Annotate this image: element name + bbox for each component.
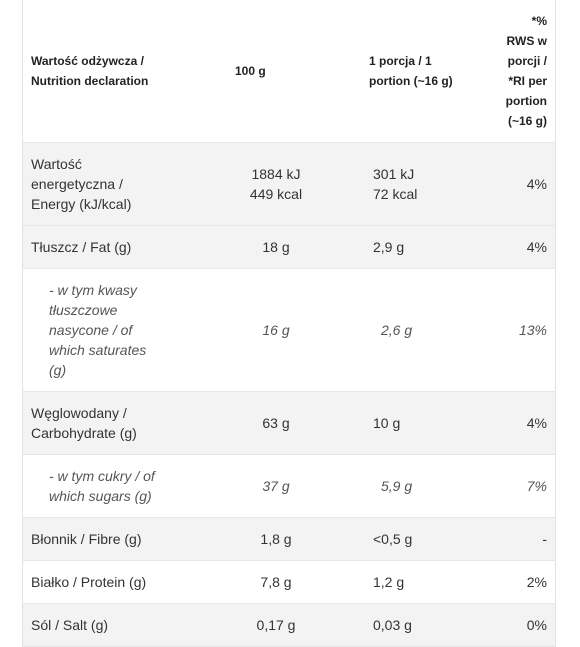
table-cell: *% RWS w porcji / *RI per portion (~16 g) xyxy=(493,0,556,143)
cell-line: - w tym cukry / of xyxy=(49,468,155,484)
table-row: Błonnik / Fibre (g) 1,8 g <0,5 g - xyxy=(22,517,556,561)
cell-line: Wartość odżywcza / xyxy=(31,54,144,68)
cell-line: 63 g xyxy=(262,415,290,431)
cell-line: Nutrition declaration xyxy=(31,74,149,88)
table-row: Węglowodany / Carbohydrate (g) 63 g 10 g 4% xyxy=(22,391,556,455)
cell-line: 100 g xyxy=(235,64,266,78)
page: Wartość odżywcza / Nutrition declaration 1… xyxy=(22,0,556,647)
cell-line: Błonnik / Fibre (g) xyxy=(31,531,142,547)
cell-line: Białko / Protein (g) xyxy=(31,574,147,590)
cell-line: 1 porcja / 1 xyxy=(369,54,432,68)
cell-line: (~16 g) xyxy=(507,114,547,128)
table-cell: Węglowodany / Carbohydrate (g) xyxy=(22,391,205,455)
table-cell: 63 g xyxy=(205,391,347,455)
cell-line: 4% xyxy=(526,415,547,431)
cell-line: 7% xyxy=(526,478,547,494)
cell-line: 13% xyxy=(518,322,547,338)
table-cell: Sól / Salt (g) xyxy=(22,603,205,647)
cell-line: 5,9 g xyxy=(381,478,413,494)
cell-line: 72 kcal xyxy=(373,186,418,202)
cell-line: - xyxy=(542,531,547,547)
cell-line: 4% xyxy=(526,176,547,192)
table-row: - w tym kwasy tłuszczowe nasycone / of whic… xyxy=(22,268,556,392)
cell-line: energetyczna / xyxy=(31,176,123,192)
table-cell: 0,17 g xyxy=(205,603,347,647)
table-cell: 1 porcja / 1 portion (~16 g) xyxy=(347,0,493,143)
cell-line: *RI per portion xyxy=(505,74,547,108)
cell-line: - w tym kwasy xyxy=(49,282,137,298)
table-body: Wartość odżywcza / Nutrition declaration 1… xyxy=(22,0,556,647)
cell-line: which saturates xyxy=(49,342,147,358)
cell-line: Sól / Salt (g) xyxy=(31,617,109,633)
cell-line: 1,8 g xyxy=(260,531,292,547)
cell-line: tłuszczowe xyxy=(49,302,118,318)
table-cell: 13% xyxy=(493,268,556,392)
cell-line: Wartość xyxy=(31,156,82,172)
table-cell: 1884 kJ 449 kcal xyxy=(205,142,347,226)
cell-line: which sugars (g) xyxy=(49,488,152,504)
table-cell: 2,6 g xyxy=(347,268,493,392)
cell-line: Energy (kJ/kcal) xyxy=(31,196,132,212)
table-cell: 18 g xyxy=(205,225,347,269)
table-row: Białko / Protein (g) 7,8 g 1,2 g 2% xyxy=(22,560,556,604)
cell-line: Carbohydrate (g) xyxy=(31,425,137,441)
table-row: Tłuszcz / Fat (g) 18 g 2,9 g 4% xyxy=(22,225,556,269)
cell-line: nasycone / of xyxy=(49,322,133,338)
cell-line: 16 g xyxy=(262,322,290,338)
table-row: - w tym cukry / of which sugars (g) 37 g 5,… xyxy=(22,454,556,518)
cell-line: Węglowodany / xyxy=(31,405,127,421)
nutrition-table: Wartość odżywcza / Nutrition declaration 1… xyxy=(22,0,556,647)
table-row: Wartość energetyczna / Energy (kJ/kcal) 188… xyxy=(22,142,556,226)
cell-line: 2,9 g xyxy=(373,239,405,255)
table-cell: 301 kJ 72 kcal xyxy=(347,142,493,226)
cell-line: 0,17 g xyxy=(256,617,296,633)
table-row: Wartość odżywcza / Nutrition declaration 1… xyxy=(22,0,556,143)
table-cell: 16 g xyxy=(205,268,347,392)
cell-line: 1,2 g xyxy=(373,574,405,590)
cell-line: 1884 kJ xyxy=(251,166,301,182)
cell-line: Tłuszcz / Fat (g) xyxy=(31,239,132,255)
cell-line: 301 kJ xyxy=(373,166,415,182)
cell-line: 2% xyxy=(526,574,547,590)
table-cell: Białko / Protein (g) xyxy=(22,560,205,604)
table-row: Sól / Salt (g) 0,17 g 0,03 g 0% xyxy=(22,603,556,647)
table-cell: - w tym cukry / of which sugars (g) xyxy=(22,454,205,518)
cell-line: 4% xyxy=(526,239,547,255)
table-cell: Wartość odżywcza / Nutrition declaration xyxy=(22,0,205,143)
cell-line: 10 g xyxy=(373,415,401,431)
cell-line: 2,6 g xyxy=(381,322,413,338)
table-cell: 7,8 g xyxy=(205,560,347,604)
cell-line: 7,8 g xyxy=(260,574,292,590)
table-cell: 4% xyxy=(493,142,556,226)
cell-line: 18 g xyxy=(262,239,290,255)
table-cell: 100 g xyxy=(205,0,347,143)
table-cell: 2,9 g xyxy=(347,225,493,269)
table-cell: 5,9 g xyxy=(347,454,493,518)
table-cell: - w tym kwasy tłuszczowe nasycone / of whic… xyxy=(22,268,205,392)
cell-line: 449 kcal xyxy=(249,186,303,202)
table-cell: 2% xyxy=(493,560,556,604)
table-cell: 10 g xyxy=(347,391,493,455)
table-cell: 0% xyxy=(493,603,556,647)
cell-line: <0,5 g xyxy=(373,531,413,547)
table-cell: 1,8 g xyxy=(205,517,347,561)
table-cell: 7% xyxy=(493,454,556,518)
cell-line: 0% xyxy=(526,617,547,633)
table-cell: Wartość energetyczna / Energy (kJ/kcal) xyxy=(22,142,205,226)
cell-line: 0,03 g xyxy=(373,617,412,633)
table-cell: 37 g xyxy=(205,454,347,518)
table-cell: <0,5 g xyxy=(347,517,493,561)
table-cell: Tłuszcz / Fat (g) xyxy=(22,225,205,269)
table-cell: 4% xyxy=(493,391,556,455)
table-cell: 1,2 g xyxy=(347,560,493,604)
cell-line: (g) xyxy=(49,362,67,378)
table-cell: 4% xyxy=(493,225,556,269)
cell-line: *% RWS w porcji / xyxy=(506,14,547,68)
table-cell: 0,03 g xyxy=(347,603,493,647)
table-cell: Błonnik / Fibre (g) xyxy=(22,517,205,561)
cell-line: portion (~16 g) xyxy=(369,74,453,88)
cell-line: 37 g xyxy=(262,478,290,494)
table-cell: - xyxy=(493,517,556,561)
